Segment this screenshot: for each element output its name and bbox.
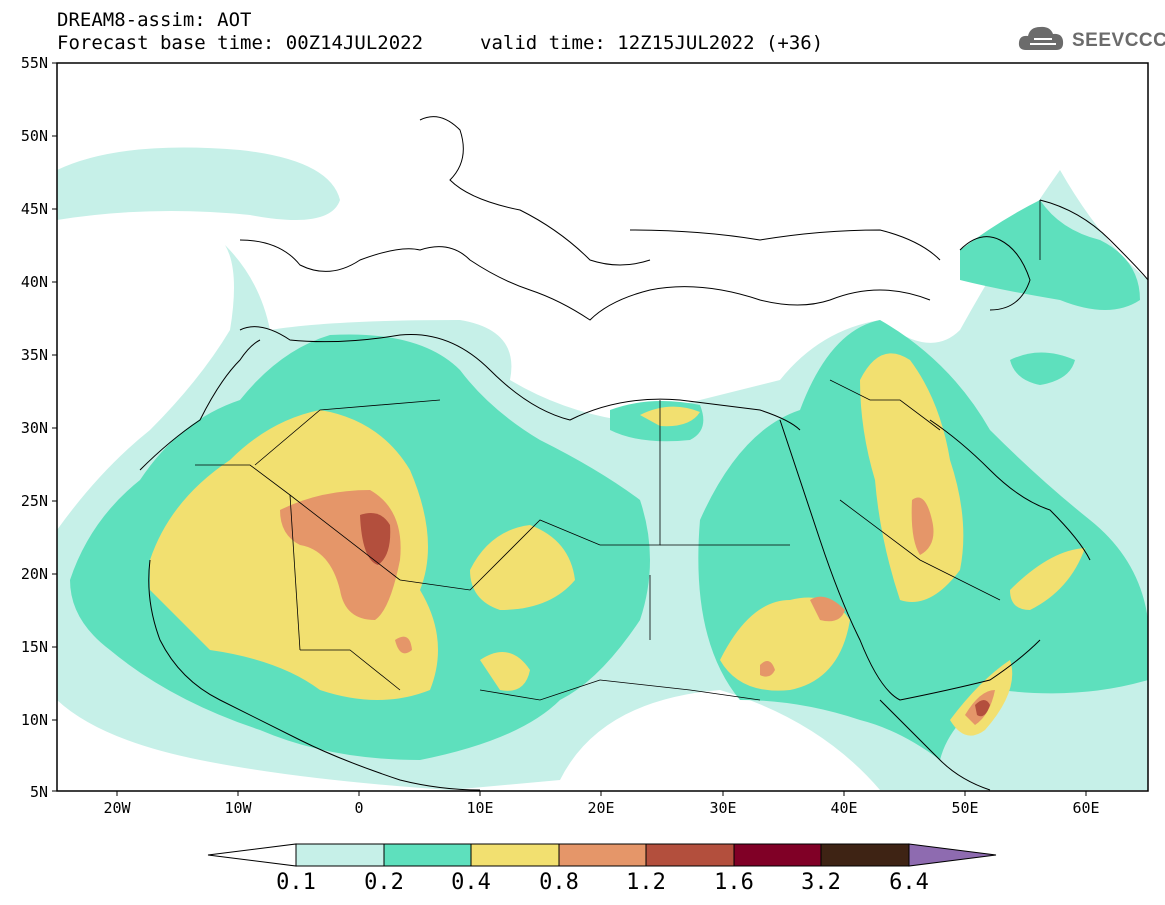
- map-frame: [56, 62, 1149, 792]
- aot-contour-0.4-oman: [1010, 548, 1085, 610]
- colorbar-label: 0.2: [364, 870, 404, 895]
- colorbar-over-triangle: [908, 843, 997, 867]
- lat-label-25n: 25N: [21, 492, 48, 510]
- colorbar-label: 1.6: [714, 870, 754, 895]
- colorbar-label: 3.2: [801, 870, 841, 895]
- colorbar-label: 6.4: [889, 870, 929, 895]
- lon-label-10w: 10W: [224, 799, 252, 817]
- aot-contour-0.2-caspian: [960, 200, 1140, 310]
- aot-contour-1.2-algeria: [360, 512, 391, 565]
- country-borders: [195, 200, 1041, 701]
- lat-label-15n: 15N: [21, 638, 48, 656]
- aot-contour-0.8-arabia: [911, 497, 934, 555]
- colorbar-bin-4: [558, 843, 647, 867]
- lon-label-50e: 50E: [951, 799, 978, 817]
- aot-contour-1.2-somalia: [975, 700, 990, 717]
- lat-label-55n: 55N: [21, 54, 48, 72]
- aot-contour-0.4-egypt: [640, 406, 700, 427]
- colorbar-label: 1.2: [626, 870, 666, 895]
- colorbar-label: 0.8: [539, 870, 579, 895]
- lat-label-45n: 45N: [21, 200, 48, 218]
- lon-label-20w: 20W: [103, 799, 131, 817]
- aot-contour-0.2-iran: [1010, 352, 1075, 385]
- forecast-base-time: Forecast base time: 00Z14JUL2022: [57, 32, 424, 54]
- lon-label-20e: 20E: [587, 799, 614, 817]
- logo-text: SEEVCCC: [1072, 30, 1165, 51]
- aot-contour-0.4-chad: [470, 525, 575, 610]
- lat-label-50n: 50N: [21, 127, 48, 145]
- lon-label-0: 0: [354, 799, 363, 817]
- aot-contour-0.8-sudan: [760, 661, 775, 677]
- map-title: DREAM8-assim: AOT: [57, 9, 252, 31]
- lon-label-30e: 30E: [709, 799, 736, 817]
- colorbar-bin-1: [295, 843, 385, 867]
- cloud-icon: [1018, 26, 1064, 50]
- colorbar: [207, 843, 997, 867]
- aot-contour-0.8-niger: [395, 636, 412, 654]
- lat-label-35n: 35N: [21, 346, 48, 364]
- aot-contour-0.4-sudan: [720, 597, 850, 691]
- lon-label-10e: 10E: [466, 799, 493, 817]
- lat-axis: 55N 50N 45N 40N 35N 30N 25N 20N 15N 10N …: [21, 54, 57, 801]
- seevccc-logo: SEEVCCC: [1016, 20, 1165, 60]
- lon-label-40e: 40E: [830, 799, 857, 817]
- coastlines: [139, 116, 1149, 791]
- colorbar-bin-5: [645, 843, 735, 867]
- lat-label-20n: 20N: [21, 565, 48, 583]
- lat-label-5n: 5N: [30, 783, 48, 801]
- colorbar-bin-7: [820, 843, 910, 867]
- colorbar-bin-6: [733, 843, 822, 867]
- aot-contour-0.8-eritrea: [810, 596, 845, 622]
- aot-contour-0.4-niger: [480, 652, 530, 691]
- lat-label-10n: 10N: [21, 711, 48, 729]
- lon-axis: 20W 10W 0 10E 20E 30E 40E 50E 60E: [103, 791, 1100, 817]
- lon-label-60e: 60E: [1072, 799, 1099, 817]
- aot-contour-0.4-arabia: [860, 353, 964, 602]
- lat-label-30n: 30N: [21, 419, 48, 437]
- aot-contour-0.1-atlantic: [57, 147, 340, 220]
- colorbar-bin-3: [470, 843, 560, 867]
- colorbar-label: 0.4: [451, 870, 491, 895]
- colorbar-label: 0.1: [276, 870, 316, 895]
- colorbar-bin-2: [383, 843, 472, 867]
- aot-field: [57, 147, 1148, 790]
- valid-time: valid time: 12Z15JUL2022 (+36): [480, 32, 824, 54]
- colorbar-under-triangle: [207, 843, 297, 867]
- lat-label-40n: 40N: [21, 273, 48, 291]
